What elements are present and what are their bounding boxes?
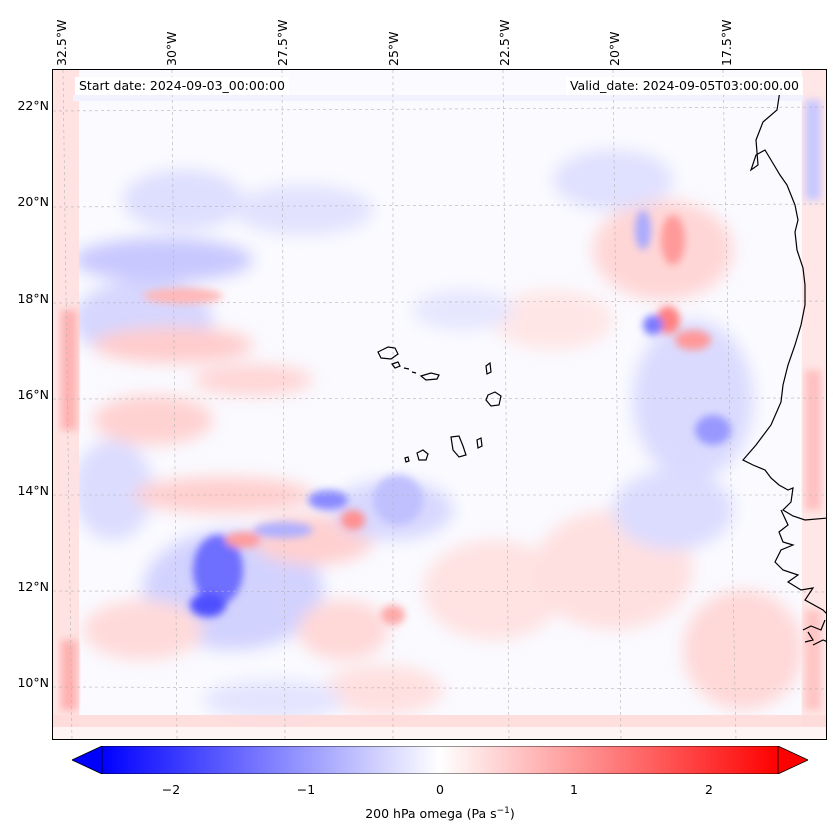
lon-label-17-5w: 17.5°W: [719, 19, 734, 66]
island-boa-vista: [485, 391, 502, 407]
omega-field-map: [53, 70, 826, 739]
lat-label-18n: 18°N: [17, 291, 49, 306]
omega-colorbar: [72, 746, 808, 774]
colorbar-label: 200 hPa omega (Pa s−1): [365, 806, 515, 822]
valid-date-label: Valid_date: 2024-09-05T03:00:00.00: [565, 77, 803, 95]
lat-label-16n: 16°N: [17, 387, 49, 402]
lat-label-12n: 12°N: [17, 579, 49, 594]
lon-label-32-5w: 32.5°W: [54, 19, 69, 66]
map-panel: [52, 69, 827, 740]
lon-label-25w: 25°W: [386, 31, 401, 66]
colorbar-tick-0: 0: [436, 782, 444, 797]
lon-label-22-5w: 22.5°W: [497, 19, 512, 66]
lat-label-20n: 20°N: [17, 194, 49, 209]
omega-broad-anomalies: [73, 150, 803, 720]
island-sao-vicente: [391, 361, 401, 369]
colorbar-tick-1: 1: [570, 782, 578, 797]
colorbar-tick-neg2: −2: [161, 782, 181, 797]
island-sao-nicolau: [419, 372, 440, 381]
colorbar-tick-2: 2: [705, 782, 713, 797]
colorbar-tick-neg1: −1: [296, 782, 316, 797]
coastline-africa: [742, 83, 826, 521]
lat-label-22n: 22°N: [17, 98, 49, 113]
island-fogo: [416, 449, 429, 461]
colorbar-max-extend: [777, 746, 808, 774]
lon-label-30w: 30°W: [164, 31, 179, 66]
lat-label-10n: 10°N: [17, 675, 49, 690]
cape-verde-islands: [377, 346, 502, 463]
colorbar-gradient: [101, 746, 779, 774]
island-santo-antao: [377, 346, 399, 360]
start-date-label: Start date: 2024-09-03_00:00:00: [75, 77, 289, 95]
boundary-artifacts: [53, 70, 826, 739]
coastline-guinea-bissau: [774, 509, 826, 646]
island-sal: [485, 361, 492, 375]
lon-label-27-5w: 27.5°W: [275, 19, 290, 66]
colorbar-min-extend: [72, 746, 103, 774]
island-brava: [404, 456, 410, 463]
lon-label-20w: 20°W: [607, 31, 622, 66]
lat-label-14n: 14°N: [17, 483, 49, 498]
island-santiago: [450, 435, 467, 458]
island-maio: [476, 437, 483, 449]
gridlines: [53, 70, 826, 739]
island-santa-luzia: [403, 367, 417, 374]
